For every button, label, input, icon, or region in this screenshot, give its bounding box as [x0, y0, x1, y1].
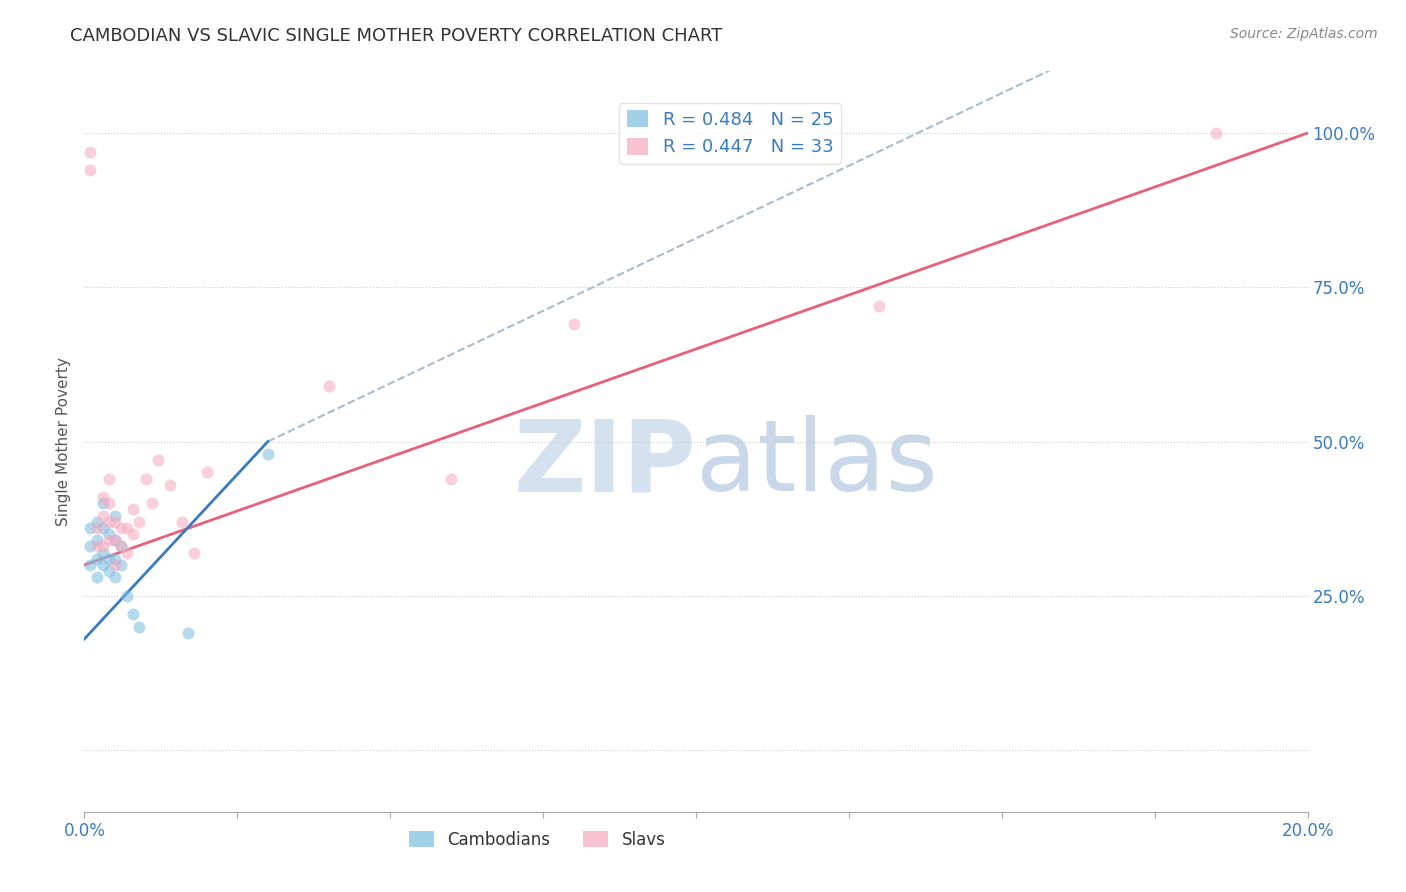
Point — [86, 533, 108, 548]
Point — [104, 570, 127, 584]
Point — [122, 527, 145, 541]
Point — [195, 466, 218, 480]
Point — [146, 453, 169, 467]
Point — [318, 379, 340, 393]
Point — [79, 540, 101, 554]
Text: CAMBODIAN VS SLAVIC SINGLE MOTHER POVERTY CORRELATION CHART: CAMBODIAN VS SLAVIC SINGLE MOTHER POVERT… — [70, 27, 723, 45]
Point — [104, 551, 127, 566]
Point — [86, 570, 108, 584]
Point — [115, 589, 138, 603]
Point — [177, 625, 200, 640]
Point — [562, 318, 585, 332]
Point — [86, 551, 108, 566]
Point — [97, 551, 120, 566]
Point — [104, 533, 127, 548]
Point — [91, 490, 114, 504]
Point — [257, 447, 280, 461]
Point — [1205, 126, 1227, 140]
Point — [97, 472, 120, 486]
Point — [159, 477, 181, 491]
Point — [86, 515, 108, 529]
Point — [97, 496, 120, 510]
Point — [91, 546, 114, 560]
Point — [104, 533, 127, 548]
Point — [104, 508, 127, 523]
Point — [115, 521, 138, 535]
Legend: Cambodians, Slavs: Cambodians, Slavs — [402, 824, 672, 855]
Point — [79, 145, 101, 159]
Point — [141, 496, 163, 510]
Point — [128, 620, 150, 634]
Point — [110, 540, 132, 554]
Point — [91, 558, 114, 572]
Point — [440, 472, 463, 486]
Point — [128, 515, 150, 529]
Point — [869, 299, 891, 313]
Point — [172, 515, 194, 529]
Point — [97, 515, 120, 529]
Y-axis label: Single Mother Poverty: Single Mother Poverty — [56, 357, 72, 526]
Point — [97, 527, 120, 541]
Point — [135, 472, 157, 486]
Point — [110, 558, 132, 572]
Point — [79, 521, 101, 535]
Point — [97, 533, 120, 548]
Point — [91, 496, 114, 510]
Point — [97, 564, 120, 578]
Point — [110, 521, 132, 535]
Point — [86, 540, 108, 554]
Point — [86, 521, 108, 535]
Point — [104, 558, 127, 572]
Text: Source: ZipAtlas.com: Source: ZipAtlas.com — [1230, 27, 1378, 41]
Point — [110, 540, 132, 554]
Point — [91, 521, 114, 535]
Point — [183, 546, 205, 560]
Point — [79, 558, 101, 572]
Point — [122, 502, 145, 516]
Point — [115, 546, 138, 560]
Point — [122, 607, 145, 622]
Point — [104, 515, 127, 529]
Point — [91, 540, 114, 554]
Point — [91, 508, 114, 523]
Text: ZIP: ZIP — [513, 416, 696, 512]
Point — [79, 163, 101, 178]
Text: atlas: atlas — [696, 416, 938, 512]
